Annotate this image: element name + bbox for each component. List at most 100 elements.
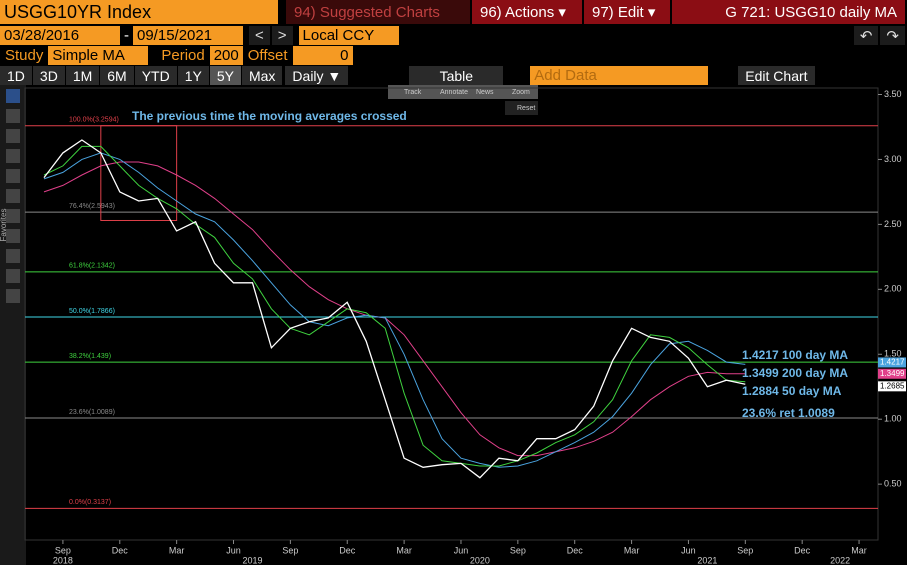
ma-label: 1.4217 100 day MA: [742, 348, 848, 362]
chart: Favorites Track Annotate News Zoom Reset 0.50 1…: [0, 85, 906, 565]
offset[interactable]: 0: [292, 46, 353, 65]
x-tick-label: Jun: [226, 545, 241, 555]
tool-icon: [6, 269, 20, 283]
mini-tool: News: [476, 89, 494, 96]
tool-icon: [6, 109, 20, 123]
plot-border: [24, 87, 879, 541]
undo[interactable]: ↶: [853, 26, 879, 45]
tool-icon: [6, 89, 20, 103]
x-tick-label: Dec: [339, 545, 356, 555]
fib-label: 38.2%(1.439): [69, 353, 111, 360]
favorites: Favorites: [0, 209, 8, 242]
x-tick-label: Dec: [112, 545, 129, 555]
x-tick-label: Mar: [851, 545, 867, 555]
range-row: 1D 3D 1M 6M YTD 1Y 5Y Max Daily ▼ Table Add Data…: [0, 66, 907, 85]
last-value: 1.4217: [880, 358, 905, 367]
date-row: 03/28/2016 - 09/15/2021 < > Local CCY ↶ ↷: [0, 26, 907, 45]
edit-chart[interactable]: Edit Chart: [738, 66, 815, 85]
x-tick-label: Dec: [794, 545, 811, 555]
fib-label: 61.8%(2.1342): [69, 263, 115, 270]
offset-label: Offset: [247, 47, 288, 64]
mini-tool: Track: [404, 89, 422, 96]
last-value: 1.2685: [880, 381, 905, 390]
frequency[interactable]: Daily ▼: [285, 66, 349, 85]
x-tick-label: Mar: [396, 545, 412, 555]
title-bar: USGG10YR Index 94) Suggested Charts 96) …: [0, 0, 907, 24]
x-tick-label: Jun: [681, 545, 696, 555]
y-tick-label: 3.00: [884, 154, 902, 164]
y-tick-label: 0.50: [884, 479, 902, 489]
study-row: Study Simple MA Period 200 Offset 0: [0, 46, 907, 65]
edit[interactable]: 97) Edit ▾: [584, 0, 670, 24]
x-tick-label: Sep: [510, 545, 526, 555]
last-value-badge: [878, 368, 906, 379]
range-button[interactable]: 1Y: [177, 66, 209, 85]
last-value-badge: [878, 381, 906, 392]
ma-label: 23.6% ret 1.0089: [742, 406, 835, 420]
period-label: Period: [161, 47, 205, 64]
range-button[interactable]: 3D: [32, 66, 65, 85]
x-tick-label: Mar: [169, 545, 185, 555]
series-line: [43, 145, 746, 467]
next[interactable]: >: [271, 26, 293, 45]
add-data[interactable]: Add Data: [530, 66, 709, 85]
study[interactable]: Simple MA: [48, 46, 149, 65]
dash: -: [124, 27, 129, 44]
fib-label: 100.0%(3.2594): [69, 117, 119, 124]
start-date[interactable]: 03/28/2016: [0, 26, 120, 45]
y-tick-label: 1.50: [884, 349, 902, 359]
range-button[interactable]: 6M: [100, 66, 134, 85]
tool-icon: [6, 169, 20, 183]
range-button[interactable]: 1D: [0, 66, 32, 85]
fib-label: 23.6%(1.0089): [69, 409, 115, 416]
chart-name: G 721: USGG10 daily MA: [672, 0, 905, 24]
range-button[interactable]: 1M: [65, 66, 100, 85]
last-value: 1.3499: [880, 369, 905, 378]
x-tick-label: Sep: [55, 545, 71, 555]
y-tick-label: 2.50: [884, 219, 902, 229]
reset: Reset: [517, 105, 535, 112]
y-tick-label: 1.00: [884, 414, 902, 424]
tool-icon: [6, 129, 20, 143]
year-label: 2022: [830, 555, 850, 565]
reset-btn: [505, 101, 538, 115]
x-tick-label: Jun: [454, 545, 469, 555]
tool-icon: [6, 289, 20, 303]
suggested[interactable]: 94) Suggested Charts: [286, 0, 470, 24]
fib-label: 50.0%(1.7866): [69, 308, 115, 315]
period[interactable]: 200: [209, 46, 243, 65]
mini-tool: Zoom: [512, 89, 530, 96]
year-label: 2021: [697, 555, 717, 565]
mini-tool: Annotate: [440, 89, 468, 96]
study-label: Study: [5, 47, 44, 64]
ma-label: 1.2884 50 day MA: [742, 384, 842, 398]
range-button[interactable]: 5Y: [209, 66, 241, 85]
end-date[interactable]: 09/15/2021: [133, 26, 243, 45]
prev[interactable]: <: [249, 26, 270, 45]
tool-icon: [6, 189, 20, 203]
series-line: [43, 161, 746, 457]
series-line: [43, 139, 746, 479]
x-tick-label: Mar: [624, 545, 640, 555]
redo[interactable]: ↷: [880, 26, 905, 45]
series-line: [43, 152, 746, 468]
tool-icon: [6, 249, 20, 263]
tool-strip: [0, 85, 26, 565]
year-label: 2019: [242, 555, 262, 565]
undo-redo: ↶ ↷: [853, 26, 907, 45]
last-value-badge: [878, 357, 906, 368]
highlight-box: [100, 125, 178, 221]
security[interactable]: USGG10YR Index: [0, 0, 278, 24]
x-tick-label: Sep: [282, 545, 298, 555]
actions[interactable]: 96) Actions ▾: [472, 0, 582, 24]
table[interactable]: Table: [409, 66, 504, 85]
annotation: The previous time the moving averages cr…: [132, 109, 407, 123]
currency[interactable]: Local CCY: [298, 26, 399, 45]
range-button[interactable]: YTD: [134, 66, 177, 85]
year-label: 2018: [53, 555, 73, 565]
tool-icon: [6, 229, 20, 243]
x-tick-label: Sep: [737, 545, 753, 555]
range-button[interactable]: Max: [241, 66, 283, 85]
fib-label: 76.4%(2.5943): [69, 203, 115, 210]
